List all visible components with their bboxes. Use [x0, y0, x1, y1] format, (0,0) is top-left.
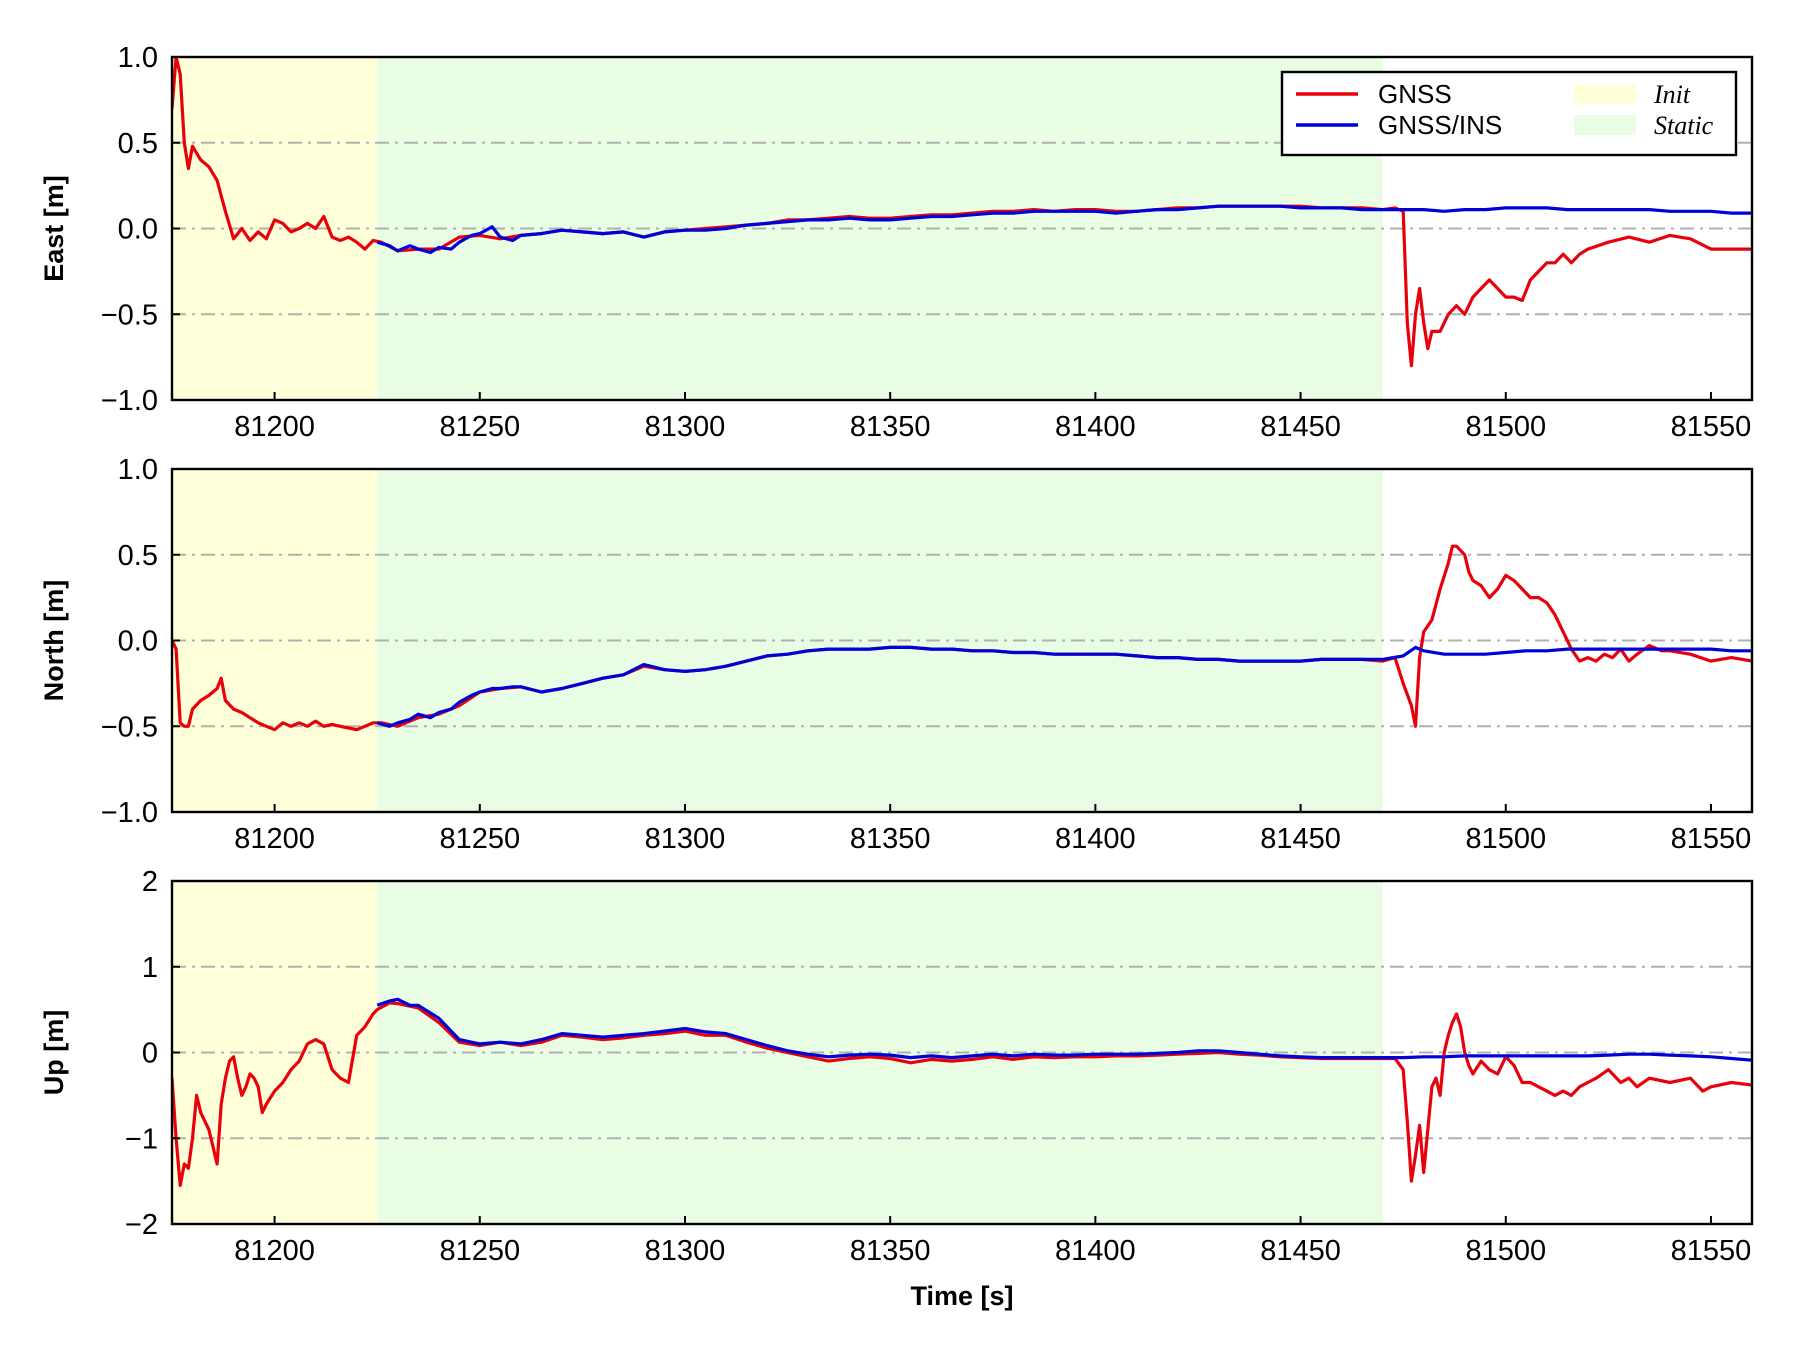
x-tick-label: 81400 [1055, 1235, 1136, 1267]
x-tick-label: 81450 [1260, 411, 1341, 443]
x-tick-label: 81250 [439, 1235, 520, 1267]
y-tick-label: 0 [142, 1038, 158, 1070]
x-tick-label: 81300 [645, 823, 726, 855]
x-tick-label: 81200 [234, 1235, 315, 1267]
legend-entry-label: GNSS/INS [1378, 110, 1502, 140]
subplot-up: 81200 81250 81300 81350 81400 81450 81500 81550… [39, 866, 1754, 1267]
x-tick-label: 81250 [439, 823, 520, 855]
x-tick-label: 81500 [1465, 1235, 1546, 1267]
series-gnss-ins-line-up [376, 997, 1752, 1062]
x-tick-label: 81300 [645, 1235, 726, 1267]
y-tick-label: 2 [142, 866, 158, 898]
x-tick-label: 81450 [1260, 823, 1341, 855]
y-tick-label: 0.0 [118, 626, 158, 658]
x-tick-label: 81200 [234, 823, 315, 855]
x-tick-label: 81550 [1671, 1235, 1752, 1267]
y-tick-label: −2 [125, 1209, 158, 1241]
series-gnss-ins-line-east [376, 204, 1752, 255]
legend-entry-label: Static [1654, 111, 1714, 140]
x-tick-label: 81250 [439, 411, 520, 443]
x-tick-label: 81200 [234, 411, 315, 443]
y-tick-label: 1.0 [118, 42, 158, 74]
x-tick-label: 81500 [1465, 823, 1546, 855]
legend-patch-swatch [1574, 84, 1636, 104]
x-tick-label: 81300 [645, 411, 726, 443]
y-tick-label: −0.5 [101, 711, 158, 743]
x-tick-label: 81550 [1671, 411, 1752, 443]
x-tick-label: 81350 [850, 1235, 931, 1267]
legend-entry-label: GNSS [1378, 79, 1452, 109]
x-tick-label: 81550 [1671, 823, 1752, 855]
x-axis-label: Time [s] [910, 1281, 1013, 1311]
y-tick-label: 1 [142, 952, 158, 984]
y-tick-label: −1.0 [101, 797, 158, 829]
x-tick-label: 81450 [1260, 1235, 1341, 1267]
x-tick-label: 81500 [1465, 411, 1546, 443]
y-tick-label: −0.5 [101, 299, 158, 331]
x-tick-label: 81350 [850, 411, 931, 443]
y-axis-label-up: Up [m] [39, 1010, 69, 1095]
x-tick-label: 81400 [1055, 823, 1136, 855]
y-tick-label: 0.0 [118, 214, 158, 246]
x-tick-label: 81400 [1055, 411, 1136, 443]
x-tick-label: 81350 [850, 823, 931, 855]
y-tick-label: 1.0 [118, 454, 158, 486]
y-tick-label: 0.5 [118, 540, 158, 572]
legend-entry-label: Init [1653, 80, 1691, 109]
y-tick-label: −1 [125, 1123, 158, 1155]
legend-box [1280, 70, 1738, 157]
y-axis-label-east: East [m] [39, 175, 69, 282]
subplot-north: 81200 81250 81300 81350 81400 81450 81500 81550… [39, 454, 1754, 855]
legend-patch-swatch [1574, 115, 1636, 135]
y-axis-label-north: North [m] [39, 580, 69, 701]
series-gnss-ins-line-north [376, 645, 1752, 728]
subplot-east: 81200 81250 81300 81350 81400 81450 81500 81550… [39, 42, 1754, 443]
y-tick-label: −1.0 [101, 385, 158, 417]
series-gnss-line-east [172, 57, 1752, 368]
y-tick-label: 0.5 [118, 128, 158, 160]
